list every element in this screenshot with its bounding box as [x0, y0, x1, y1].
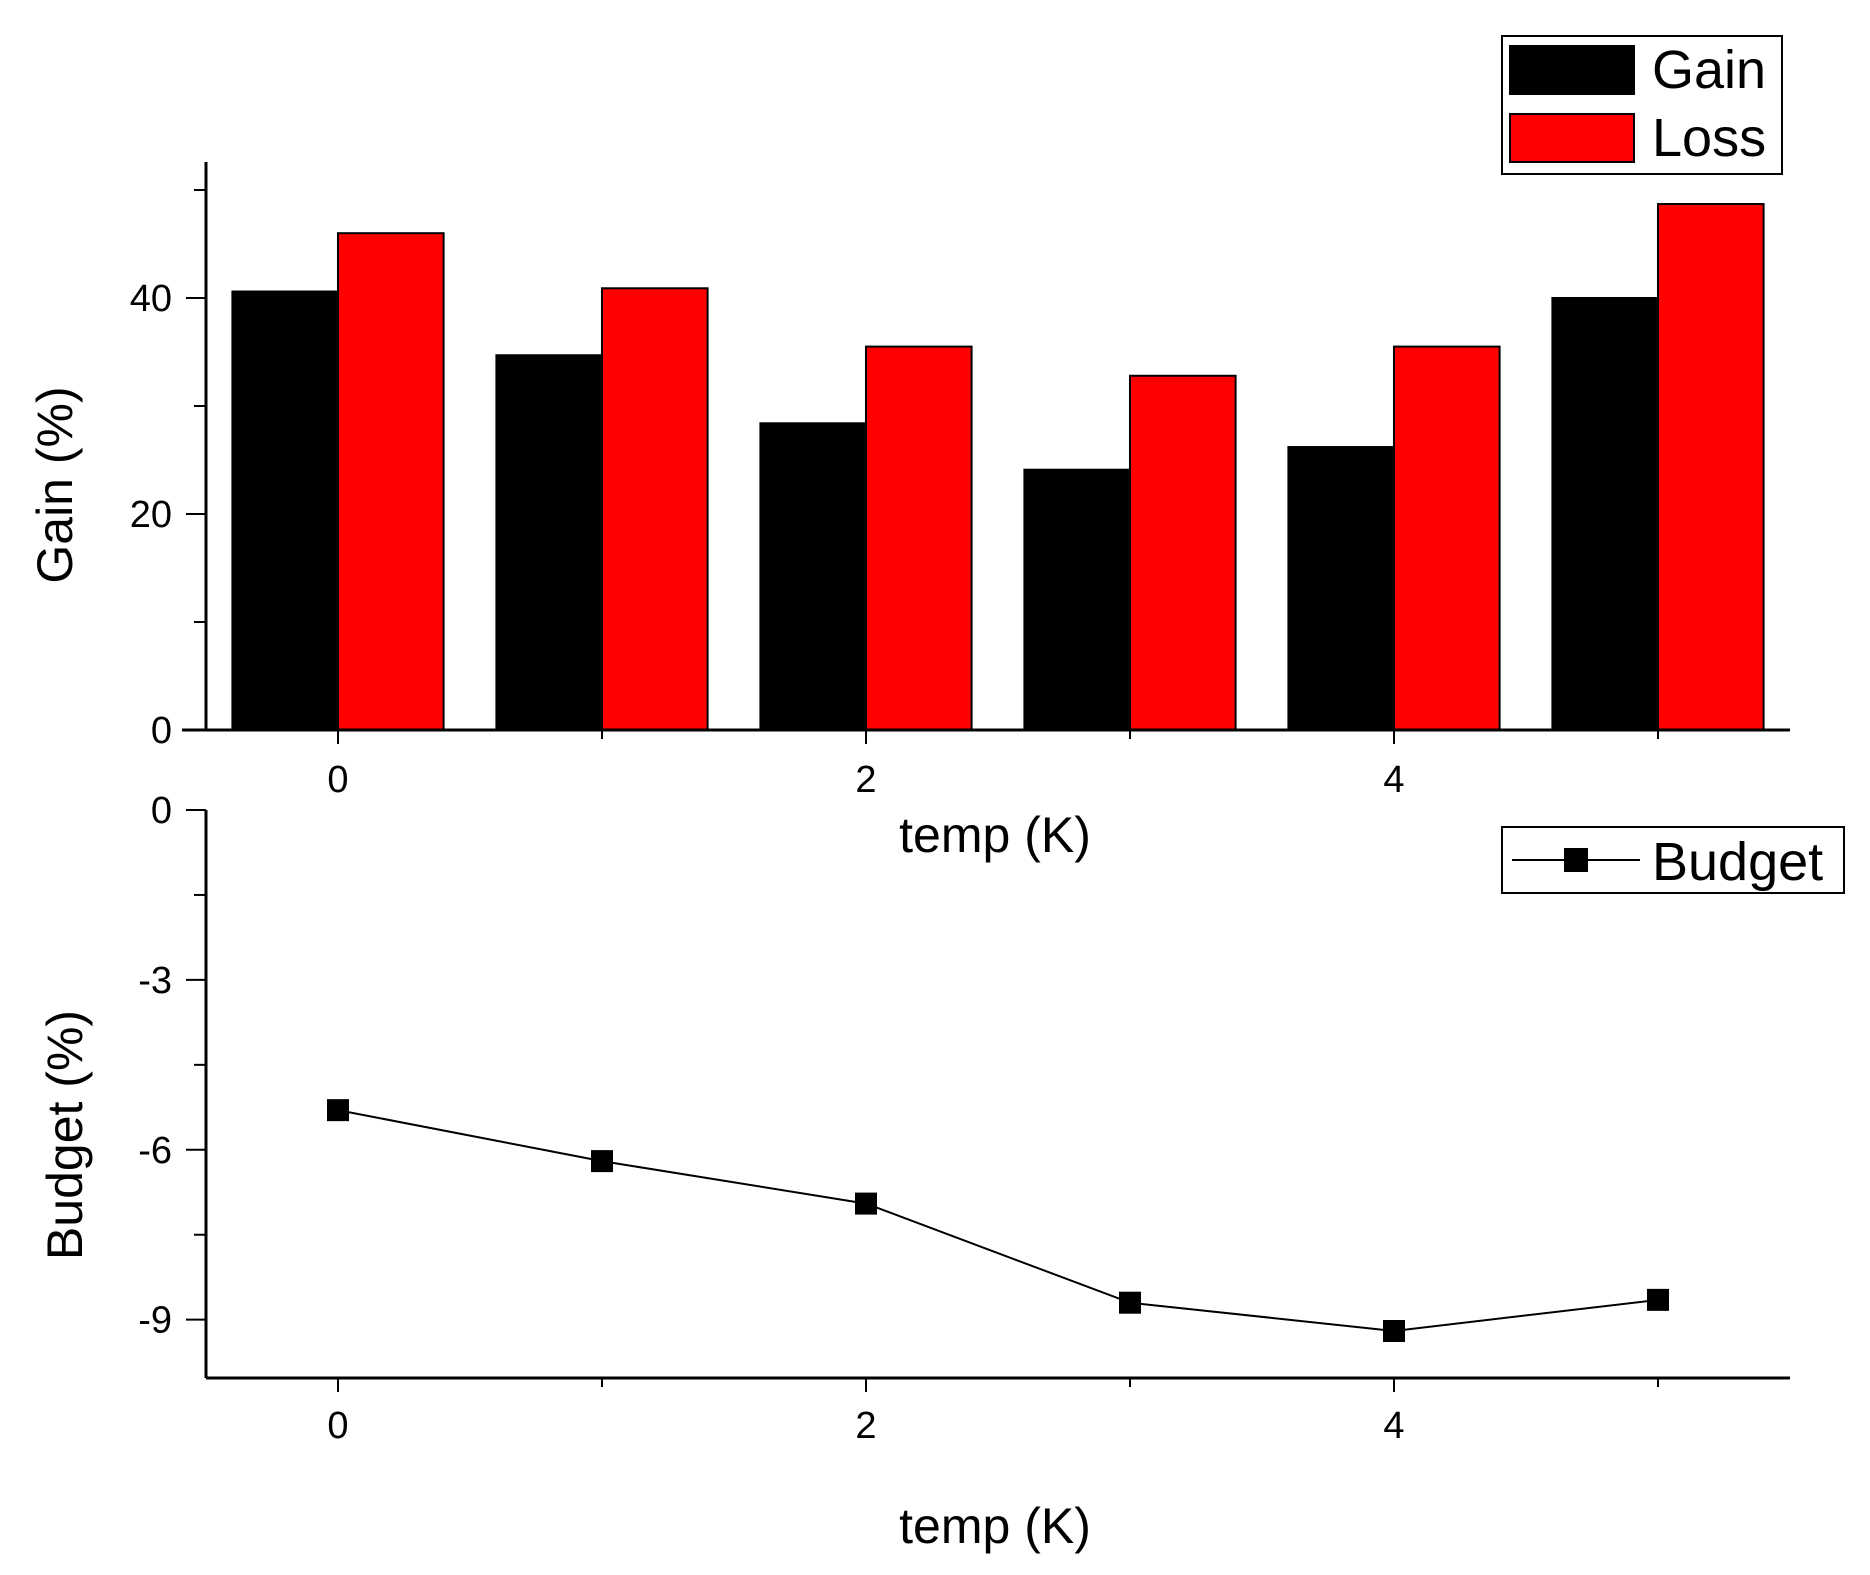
budget-point-2: [855, 1192, 877, 1215]
legend-gain-swatch: [1509, 45, 1635, 95]
line-x-axis-title: temp (K): [899, 1498, 1091, 1554]
legend-gain-label: Gain: [1652, 40, 1766, 100]
line-axes: 0 -3 -6 -9 0 2 4: [138, 790, 1790, 1447]
bar-loss-3: [1129, 374, 1237, 731]
budget-point-0: [327, 1099, 349, 1122]
bar-y-tick-label-20: 20: [130, 494, 172, 536]
bar-gain-5: [1551, 297, 1660, 731]
line-marks: [327, 1099, 1669, 1343]
bar-axes: 0 20 40 0 2 4: [130, 162, 1790, 801]
bar-loss-5: [1657, 203, 1765, 732]
line-y-tick-label--3: -3: [138, 960, 172, 1002]
bar-legend: Gain Loss: [1501, 35, 1783, 175]
budget-line-chart: 0 -3 -6 -9 0 2 4 temp (K) Budget (%) Budget: [37, 790, 1845, 1554]
bar-gain-4: [1287, 446, 1396, 731]
bar-gain-3: [1023, 468, 1132, 731]
gain-loss-bar-chart: 0 20 40 0 2 4 temp (K) Gain (%) Gain Loss: [27, 35, 1790, 863]
bar-x-axis-title: temp (K): [899, 807, 1091, 863]
line-y-tick-label--6: -6: [138, 1130, 172, 1172]
legend-budget-marker: [1564, 848, 1588, 872]
bar-x-tick-label-0: 0: [327, 759, 348, 801]
budget-series-line: [337, 1109, 1659, 1333]
bar-x-tick-label-4: 4: [1383, 759, 1404, 801]
bar-loss-1: [601, 287, 709, 731]
bar-gain-0: [231, 290, 339, 731]
line-y-axis-title: Budget (%): [37, 1010, 93, 1260]
bar-y-tick-label-0: 0: [151, 710, 172, 752]
bar-y-axis-title: Gain (%): [27, 386, 83, 583]
legend-loss-swatch: [1509, 113, 1635, 163]
budget-point-3: [1119, 1291, 1141, 1314]
bar-x-tick-label-2: 2: [855, 759, 876, 801]
line-y-tick-label-0: 0: [151, 790, 172, 832]
line-x-tick-label-2: 2: [855, 1405, 876, 1447]
bar-loss-2: [865, 345, 973, 731]
legend-loss-label: Loss: [1652, 108, 1766, 168]
budget-point-4: [1383, 1320, 1405, 1343]
budget-point-1: [591, 1150, 613, 1173]
line-y-tick-label--9: -9: [138, 1300, 172, 1342]
line-legend-frame: [1501, 826, 1845, 894]
line-x-tick-label-0: 0: [327, 1405, 348, 1447]
budget-point-5: [1647, 1288, 1669, 1311]
bar-gain-2: [759, 422, 868, 731]
bar-marks: [231, 203, 1765, 732]
legend-budget-label: Budget: [1652, 832, 1823, 892]
bar-loss-4: [1393, 345, 1501, 731]
line-x-tick-label-4: 4: [1383, 1405, 1404, 1447]
line-legend: Budget: [1501, 826, 1845, 894]
bar-y-tick-label-40: 40: [130, 278, 172, 320]
bar-loss-0: [337, 232, 445, 731]
bar-gain-1: [495, 354, 603, 731]
